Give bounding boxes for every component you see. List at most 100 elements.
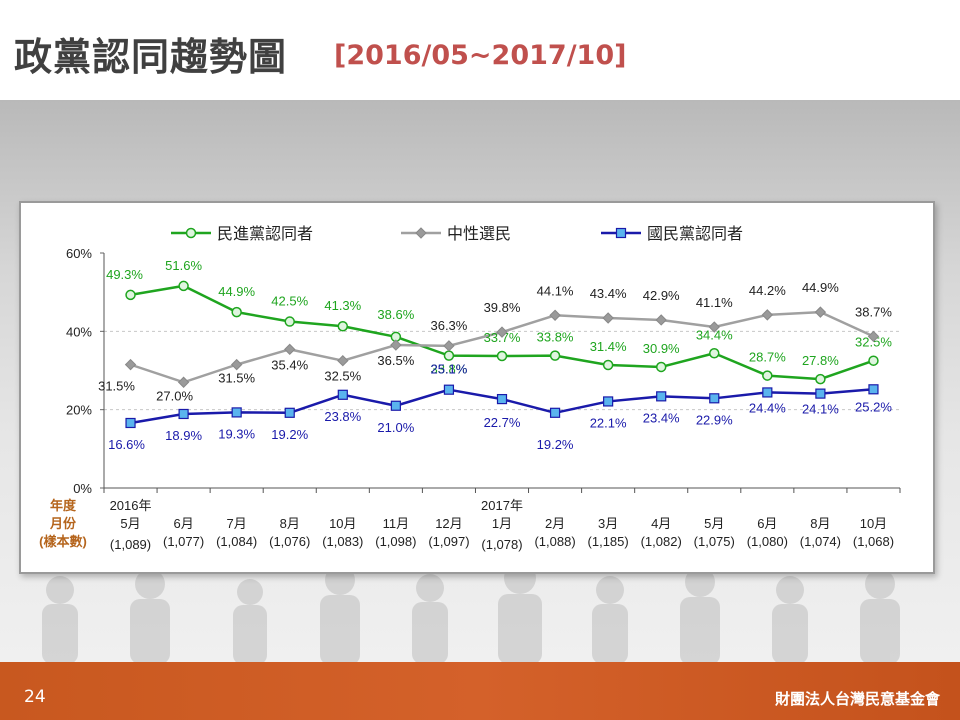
dpp-data-point <box>709 348 720 359</box>
neutral-data-label: 32.5% <box>324 369 361 384</box>
y-tick-label: 60% <box>66 246 92 261</box>
kmt-data-point <box>284 407 295 418</box>
kmt-data-label: 22.1% <box>590 415 627 430</box>
kmt-data-point <box>656 391 667 402</box>
kmt-data-point <box>178 408 189 420</box>
x-month-label: 10月 <box>329 516 356 531</box>
neutral-data-point <box>124 358 137 371</box>
neutral-data-label: 44.9% <box>802 280 839 295</box>
kmt-data-label: 24.1% <box>802 402 839 417</box>
x-month-label: 8月 <box>280 516 300 531</box>
kmt-data-point <box>231 407 242 418</box>
dpp-data-point <box>231 306 242 318</box>
kmt-data-label: 25.2% <box>855 399 892 414</box>
dpp-data-label: 51.6% <box>165 258 202 273</box>
slide-header: 政黨認同趨勢圖 [2016/05~2017/10] <box>0 0 960 100</box>
neutral-data-label: 36.5% <box>377 353 414 368</box>
kmt-legend-label: 國民黨認同者 <box>647 225 743 243</box>
crowd-silhouette-decoration <box>42 562 900 662</box>
neutral-data-label: 44.1% <box>537 283 574 298</box>
slide-footer: 24 財團法人台灣民意基金會 <box>0 662 960 720</box>
slide-title: 政黨認同趨勢圖 <box>14 35 288 79</box>
x-sample-label: (1,098) <box>375 534 416 549</box>
dpp-data-point <box>655 361 667 373</box>
x-sample-label: (1,068) <box>853 534 894 549</box>
x-month-label: 5月 <box>704 516 724 531</box>
dpp-data-point <box>496 350 508 362</box>
x-month-label: 3月 <box>598 516 618 531</box>
neutral-data-point <box>549 309 561 321</box>
x-sample-label: (1,077) <box>163 534 204 549</box>
x-sample-label: (1,084) <box>216 534 257 549</box>
neutral-data-point <box>177 376 190 388</box>
x-sample-label: (1,075) <box>694 534 735 549</box>
x-month-label: 10月 <box>860 516 887 531</box>
x-sample-label: (1,083) <box>322 534 363 549</box>
chart-frame: 0% 20% 40% 60% 2016年 5月 (1,089) 6月 (1,077) 7月 (1,0… <box>19 201 935 574</box>
kmt-data-point <box>868 384 879 395</box>
neutral-data-label: 27.0% <box>156 388 193 403</box>
dpp-data-label: 41.3% <box>324 298 361 313</box>
dpp-data-label: 33.8% <box>430 362 467 377</box>
kmt-data-label: 23.4% <box>643 410 680 425</box>
dpp-data-point <box>185 227 197 239</box>
kmt-data-point <box>496 393 508 405</box>
kmt-data-point <box>815 388 826 399</box>
x-month-label: 6月 <box>757 516 777 531</box>
neutral-data-point <box>814 306 827 318</box>
x-axis-header-label: 月份 <box>49 516 77 531</box>
kmt-data-point <box>603 396 614 407</box>
dpp-data-point <box>549 350 561 361</box>
dpp-data-point <box>284 316 295 327</box>
y-tick-label: 20% <box>66 403 92 418</box>
x-month-label: 2月 <box>545 516 565 531</box>
dpp-data-point <box>337 320 349 332</box>
dpp-legend-label: 民進黨認同者 <box>217 225 313 243</box>
neutral-data-point <box>496 326 508 338</box>
neutral-data-label: 38.7% <box>855 304 892 319</box>
kmt-data-point <box>390 400 401 411</box>
kmt-data-label: 21.0% <box>377 420 414 435</box>
x-sample-label: (1,088) <box>534 534 575 549</box>
neutral-data-label: 35.4% <box>271 357 308 372</box>
neutral-data-point <box>284 343 296 356</box>
dpp-data-label: 38.6% <box>377 307 414 322</box>
x-month-label: 5月 <box>120 516 140 531</box>
x-month-label: 4月 <box>651 516 671 531</box>
neutral-data-point <box>867 330 880 343</box>
x-month-label: 12月 <box>435 516 462 531</box>
dpp-data-label: 28.7% <box>749 350 786 365</box>
kmt-data-point <box>125 417 136 429</box>
x-year-label: 2017年 <box>481 498 523 513</box>
kmt-data-label: 19.2% <box>537 437 574 452</box>
dpp-data-label: 32.5% <box>855 335 892 350</box>
x-month-label: 8月 <box>810 516 830 531</box>
y-tick-label: 40% <box>66 324 92 339</box>
kmt-data-label: 25.1% <box>430 362 467 377</box>
kmt-data-label: 22.9% <box>696 412 733 427</box>
slide-subtitle: [2016/05~2017/10] <box>334 40 627 71</box>
x-sample-label: (1,097) <box>428 534 469 549</box>
x-sample-label: (1,078) <box>481 537 522 552</box>
dpp-data-point <box>815 373 826 385</box>
kmt-data-label: 24.4% <box>749 400 786 415</box>
kmt-data-label: 16.6% <box>108 437 145 452</box>
kmt-data-point <box>549 407 561 418</box>
x-sample-label: (1,076) <box>269 534 310 549</box>
neutral-data-label: 43.4% <box>590 286 627 301</box>
kmt-data-point <box>337 389 348 400</box>
dpp-data-point <box>125 289 136 301</box>
kmt-data-point <box>443 384 455 395</box>
neutral-data-label: 41.1% <box>696 295 733 310</box>
neutral-data-point <box>230 358 243 371</box>
party-identification-chart: 0% 20% 40% 60% 2016年 5月 (1,089) 6月 (1,077) 7月 (1,0… <box>39 225 901 552</box>
neutral-data-label: 31.5% <box>98 379 135 394</box>
dpp-data-label: 31.4% <box>590 339 627 354</box>
neutral-data-point <box>337 355 349 367</box>
kmt-data-point <box>615 227 627 239</box>
dpp-data-point <box>602 359 614 371</box>
x-month-label: 7月 <box>227 516 247 531</box>
x-axis-header-label: 年度 <box>50 498 77 513</box>
dpp-data-label: 44.9% <box>218 284 255 299</box>
dpp-data-label: 27.8% <box>802 353 839 368</box>
